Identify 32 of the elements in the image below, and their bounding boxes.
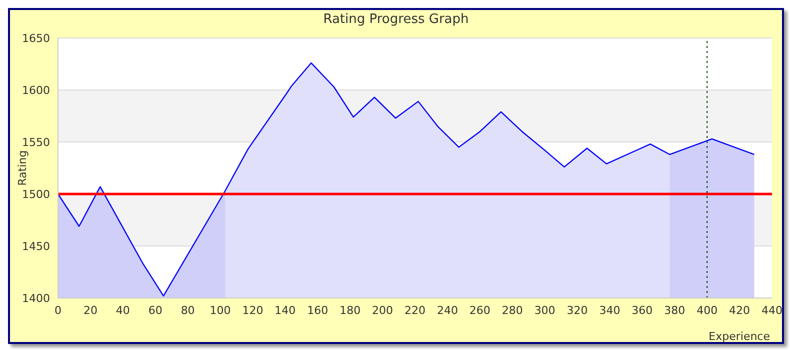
y-tick-label: 1500 — [22, 188, 50, 201]
x-tick-label: 340 — [599, 304, 620, 317]
x-tick-label: 180 — [340, 304, 361, 317]
x-tick-label: 240 — [436, 304, 458, 317]
x-tick-label: 80 — [180, 304, 195, 317]
x-tick-label: 120 — [242, 304, 264, 317]
x-tick-label: 320 — [566, 304, 588, 317]
x-tick-label: 360 — [632, 304, 653, 317]
y-tick-label: 1450 — [22, 240, 50, 253]
y-tick-label: 1400 — [22, 292, 50, 305]
x-tick-label: 440 — [762, 304, 782, 317]
x-tick-label: 220 — [404, 304, 426, 317]
x-tick-label: 100 — [210, 304, 231, 317]
x-tick-label: 300 — [534, 304, 556, 317]
x-tick-label: 380 — [664, 304, 686, 317]
x-tick-label: 420 — [729, 304, 750, 317]
x-tick-label: 400 — [696, 304, 718, 317]
x-tick-label: 140 — [274, 304, 296, 317]
x-tick-label: 40 — [116, 304, 130, 317]
x-tick-label: 0 — [54, 304, 62, 317]
y-tick-label: 1650 — [22, 32, 50, 45]
y-axis-title: Rating — [16, 150, 29, 186]
chart-title: Rating Progress Graph — [322, 11, 470, 29]
x-axis-title: Experience — [708, 330, 770, 343]
x-tick-label: 20 — [83, 304, 98, 317]
x-tick-label: 200 — [372, 304, 394, 317]
x-tick-label: 160 — [307, 304, 328, 317]
y-tick-label: 1600 — [22, 84, 50, 97]
x-tick-label: 260 — [469, 304, 490, 317]
y-tick-label: 1550 — [22, 136, 50, 149]
x-tick-label: 60 — [148, 304, 162, 317]
x-tick-label: 280 — [502, 304, 523, 317]
